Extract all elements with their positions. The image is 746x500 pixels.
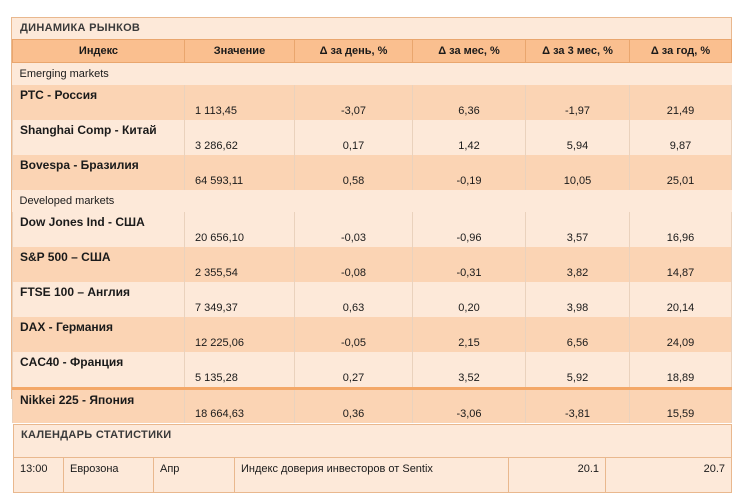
index-value: 1 113,45 [184, 85, 295, 120]
calendar-forecast: 20.1 [509, 458, 606, 492]
index-value: 20 656,10 [184, 212, 295, 247]
header-3month-change: Δ за 3 мес, % [525, 39, 630, 63]
year-change: 21,49 [629, 85, 732, 120]
calendar-title: КАЛЕНДАРЬ СТАТИСТИКИ [21, 429, 172, 441]
index-name: Nikkei 225 - Япония [12, 387, 185, 423]
day-change: 0,27 [294, 352, 413, 389]
month-change: 3,52 [412, 352, 526, 389]
three-month-change: -1,97 [525, 85, 630, 120]
three-month-change: 5,92 [525, 352, 630, 389]
year-change: 18,89 [629, 352, 732, 389]
index-value: 12 225,06 [184, 317, 295, 352]
year-change: 24,09 [629, 317, 732, 352]
three-month-change: 3,98 [525, 282, 630, 317]
section-label: Developed markets [12, 190, 732, 212]
table-row: Bovespa - Бразилия 64 593,11 0,58 -0,19 10,0… [12, 155, 732, 190]
three-month-change: 3,82 [525, 247, 630, 282]
index-name: DAX - Германия [12, 317, 185, 352]
table-row: FTSE 100 – Англия 7 349,37 0,63 0,20 3,98 20,… [12, 282, 732, 317]
month-change: -0,96 [412, 212, 526, 247]
index-value: 2 355,54 [184, 247, 295, 282]
table-row: S&P 500 – США 2 355,54 -0,08 -0,31 3,82 14,87 [12, 247, 732, 282]
month-change: -0,19 [412, 155, 526, 190]
index-value: 3 286,62 [184, 120, 295, 155]
calendar-indicator: Индекс доверия инвесторов от Sentix [235, 458, 509, 492]
calendar-row: 13:00 Еврозона Апр Индекс доверия инвест… [14, 457, 731, 492]
header-year-change: Δ за год, % [629, 39, 732, 63]
table-row: РТС - Россия 1 113,45 -3,07 6,36 -1,97 21,49 [12, 85, 732, 120]
statistics-calendar-panel: КАЛЕНДАРЬ СТАТИСТИКИ 13:00 Еврозона Апр … [13, 424, 732, 493]
table-header-row: Индекс Значение Δ за день, % Δ за мес, %… [12, 39, 732, 63]
index-name: Shanghai Comp - Китай [12, 120, 185, 155]
day-change: -3,07 [294, 85, 413, 120]
market-table: Индекс Значение Δ за день, % Δ за мес, %… [12, 39, 732, 423]
year-change: 16,96 [629, 212, 732, 247]
index-name: РТС - Россия [12, 85, 185, 120]
index-name: CAC40 - Франция [12, 352, 185, 389]
index-value: 5 135,28 [184, 352, 295, 389]
month-change: 0,20 [412, 282, 526, 317]
market-dynamics-title: ДИНАМИКА РЫНКОВ [20, 22, 141, 34]
day-change: -0,08 [294, 247, 413, 282]
index-name: S&P 500 – США [12, 247, 185, 282]
day-change: -0,03 [294, 212, 413, 247]
header-month-change: Δ за мес, % [412, 39, 526, 63]
three-month-change: 6,56 [525, 317, 630, 352]
day-change: 0,63 [294, 282, 413, 317]
market-dynamics-panel: ДИНАМИКА РЫНКОВ Индекс Значение Δ за ден… [11, 17, 732, 423]
year-change: 14,87 [629, 247, 732, 282]
header-day-change: Δ за день, % [294, 39, 413, 63]
index-value: 7 349,37 [184, 282, 295, 317]
calendar-time: 13:00 [14, 458, 64, 492]
calendar-previous: 20.7 [703, 463, 725, 475]
header-value: Значение [184, 39, 295, 63]
header-index: Индекс [12, 39, 185, 63]
index-value: 64 593,11 [184, 155, 295, 190]
index-name: FTSE 100 – Англия [12, 282, 185, 317]
day-change: 0,36 [294, 387, 413, 423]
calendar-region: Еврозона [64, 458, 154, 492]
month-change: 1,42 [412, 120, 526, 155]
month-change: -0,31 [412, 247, 526, 282]
index-name: Bovespa - Бразилия [12, 155, 185, 190]
three-month-change: 10,05 [525, 155, 630, 190]
index-value: 18 664,63 [184, 387, 295, 423]
section-header-row: Emerging markets [12, 62, 732, 85]
month-change: -3,06 [412, 387, 526, 423]
section-label: Emerging markets [12, 62, 732, 85]
table-row: Shanghai Comp - Китай 3 286,62 0,17 1,42 5,9… [12, 120, 732, 155]
year-change: 20,14 [629, 282, 732, 317]
year-change: 9,87 [629, 120, 732, 155]
three-month-change: 5,94 [525, 120, 630, 155]
month-change: 2,15 [412, 317, 526, 352]
three-month-change: -3,81 [525, 387, 630, 423]
year-change: 25,01 [629, 155, 732, 190]
year-change: 15,59 [629, 387, 732, 423]
calendar-period: Апр [154, 458, 235, 492]
day-change: 0,17 [294, 120, 413, 155]
table-row: Dow Jones Ind - США 20 656,10 -0,03 -0,96 3,… [12, 212, 732, 247]
day-change: 0,58 [294, 155, 413, 190]
section-header-row: Developed markets [12, 190, 732, 212]
table-row: DAX - Германия 12 225,06 -0,05 2,15 6,56 24,0… [12, 317, 732, 352]
index-name: Dow Jones Ind - США [12, 212, 185, 247]
table-row: Nikkei 225 - Япония 18 664,63 0,36 -3,06 -3,… [12, 387, 732, 423]
day-change: -0,05 [294, 317, 413, 352]
table-row: CAC40 - Франция 5 135,28 0,27 3,52 5,92 18,89 [12, 352, 732, 389]
month-change: 6,36 [412, 85, 526, 120]
three-month-change: 3,57 [525, 212, 630, 247]
